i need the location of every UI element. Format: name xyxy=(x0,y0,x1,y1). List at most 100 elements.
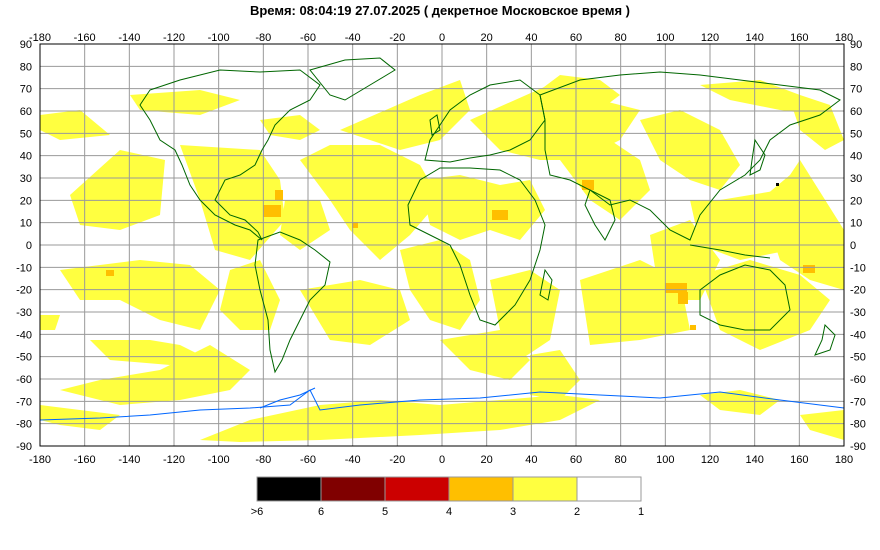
continent-outlines xyxy=(139,57,841,374)
longitude-tick-label: 180 xyxy=(835,32,853,44)
longitude-tick-label: -100 xyxy=(208,454,230,466)
longitude-tick-label: 100 xyxy=(656,32,674,44)
latitude-tick-label: 90 xyxy=(20,39,32,51)
legend-swatch xyxy=(256,476,322,502)
longitude-tick-label: 120 xyxy=(701,32,719,44)
longitude-tick-label: 100 xyxy=(656,454,674,466)
latitude-tick-label: -20 xyxy=(850,285,866,297)
legend-label: 4 xyxy=(446,506,452,518)
longitude-tick-label: 20 xyxy=(481,454,493,466)
legend-label: >6 xyxy=(251,506,264,518)
longitude-tick-label: 120 xyxy=(701,454,719,466)
map-grid xyxy=(39,43,845,447)
latitude-tick-label: 20 xyxy=(20,195,32,207)
longitude-tick-label: -20 xyxy=(389,32,405,44)
latitude-tick-label: 20 xyxy=(850,195,862,207)
level-3-regions xyxy=(40,75,844,442)
longitude-tick-label: 140 xyxy=(745,32,763,44)
latitude-tick-label: 60 xyxy=(20,106,32,118)
longitude-tick-label: -160 xyxy=(74,454,96,466)
latitude-tick-label: 60 xyxy=(850,106,862,118)
longitude-tick-label: 0 xyxy=(439,454,445,466)
latitude-tick-label: 0 xyxy=(26,240,32,252)
legend-label: 3 xyxy=(510,506,516,518)
color-legend: >6 6 5 4 3 2 1 xyxy=(251,476,644,518)
latitude-tick-label: -30 xyxy=(850,307,866,319)
longitude-tick-label: -160 xyxy=(74,32,96,44)
latitude-tick-label: -40 xyxy=(16,329,32,341)
level-gt6-spot xyxy=(776,183,779,186)
longitude-tick-label: -120 xyxy=(163,454,185,466)
legend-label: 2 xyxy=(574,506,580,518)
longitude-tick-label: -60 xyxy=(300,32,316,44)
legend-swatch xyxy=(320,476,386,502)
latitude-tick-label: 40 xyxy=(850,151,862,163)
legend-label: 6 xyxy=(318,506,324,518)
legend-swatch xyxy=(576,476,642,502)
legend-swatch xyxy=(384,476,450,502)
latitude-tick-label: -40 xyxy=(850,329,866,341)
longitude-tick-label: -140 xyxy=(118,454,140,466)
latitude-tick-label: -50 xyxy=(16,352,32,364)
latitude-tick-label: -80 xyxy=(850,419,866,431)
longitude-tick-label: 180 xyxy=(835,454,853,466)
latitude-tick-label: -90 xyxy=(16,441,32,453)
latitude-tick-label: 50 xyxy=(20,128,32,140)
longitude-tick-label: -20 xyxy=(389,454,405,466)
longitude-tick-label: -40 xyxy=(345,32,361,44)
latitude-tick-label: -10 xyxy=(850,262,866,274)
longitude-tick-label: -180 xyxy=(29,32,51,44)
level-4-spots xyxy=(106,180,815,330)
latitude-tick-label: -80 xyxy=(16,419,32,431)
longitude-tick-label: 160 xyxy=(790,32,808,44)
longitude-tick-label: -180 xyxy=(29,454,51,466)
map-frame xyxy=(39,43,845,447)
latitude-tick-label: -60 xyxy=(850,374,866,386)
latitude-tick-label: -20 xyxy=(16,285,32,297)
latitude-tick-label: 70 xyxy=(20,84,32,96)
legend-swatch xyxy=(448,476,514,502)
legend-swatch xyxy=(512,476,578,502)
latitude-tick-label: 30 xyxy=(20,173,32,185)
latitude-tick-label: 40 xyxy=(20,151,32,163)
longitude-tick-label: -80 xyxy=(255,454,271,466)
antarctica-outline xyxy=(39,389,845,421)
latitude-tick-label: -10 xyxy=(16,262,32,274)
longitude-tick-label: -60 xyxy=(300,454,316,466)
latitude-tick-label: 10 xyxy=(20,218,32,230)
latitude-tick-label: -90 xyxy=(850,441,866,453)
latitude-tick-label: -70 xyxy=(16,396,32,408)
latitude-tick-label: -30 xyxy=(16,307,32,319)
latitude-tick-label: 80 xyxy=(20,61,32,73)
latitude-tick-label: 10 xyxy=(850,218,862,230)
longitude-tick-label: 160 xyxy=(790,454,808,466)
longitude-tick-label: 40 xyxy=(525,32,537,44)
latitude-tick-label: 30 xyxy=(850,173,862,185)
latitude-tick-label: 50 xyxy=(850,128,862,140)
longitude-tick-label: -80 xyxy=(255,32,271,44)
longitude-tick-label: 80 xyxy=(615,32,627,44)
longitude-tick-label: 0 xyxy=(439,32,445,44)
latitude-tick-label: 90 xyxy=(850,39,862,51)
longitude-tick-label: 40 xyxy=(525,454,537,466)
longitude-tick-label: 80 xyxy=(615,454,627,466)
latitude-tick-label: -70 xyxy=(850,396,866,408)
longitude-ticks-bottom: -180 -160 -140 -120 -100 -80 -60 -40 -20 0 20 40 60 8… xyxy=(29,454,853,466)
longitude-tick-label: -120 xyxy=(163,32,185,44)
longitude-tick-label: -140 xyxy=(118,32,140,44)
longitude-tick-label: -100 xyxy=(208,32,230,44)
longitude-tick-label: 140 xyxy=(745,454,763,466)
map-title: Время: 08:04:19 27.07.2025 ( декретное М… xyxy=(249,3,631,18)
longitude-tick-label: 20 xyxy=(481,32,493,44)
latitude-tick-label: 70 xyxy=(850,84,862,96)
longitude-tick-label: 60 xyxy=(570,32,582,44)
legend-label: 5 xyxy=(382,506,388,518)
latitude-tick-label: 80 xyxy=(850,61,862,73)
latitude-tick-label: 0 xyxy=(850,240,856,252)
longitude-tick-label: -40 xyxy=(345,454,361,466)
antarctic-peninsula-outline xyxy=(259,387,316,409)
longitude-ticks-top: -180 -160 -140 -120 -100 -80 -60 -40 -20 0 20 40 60 8… xyxy=(29,32,853,44)
latitude-ticks-left: 90 80 70 60 50 40 30 20 10 0 -10 -20 -30 -40 -50 -60 -70… xyxy=(16,39,32,453)
latitude-tick-label: -50 xyxy=(850,352,866,364)
